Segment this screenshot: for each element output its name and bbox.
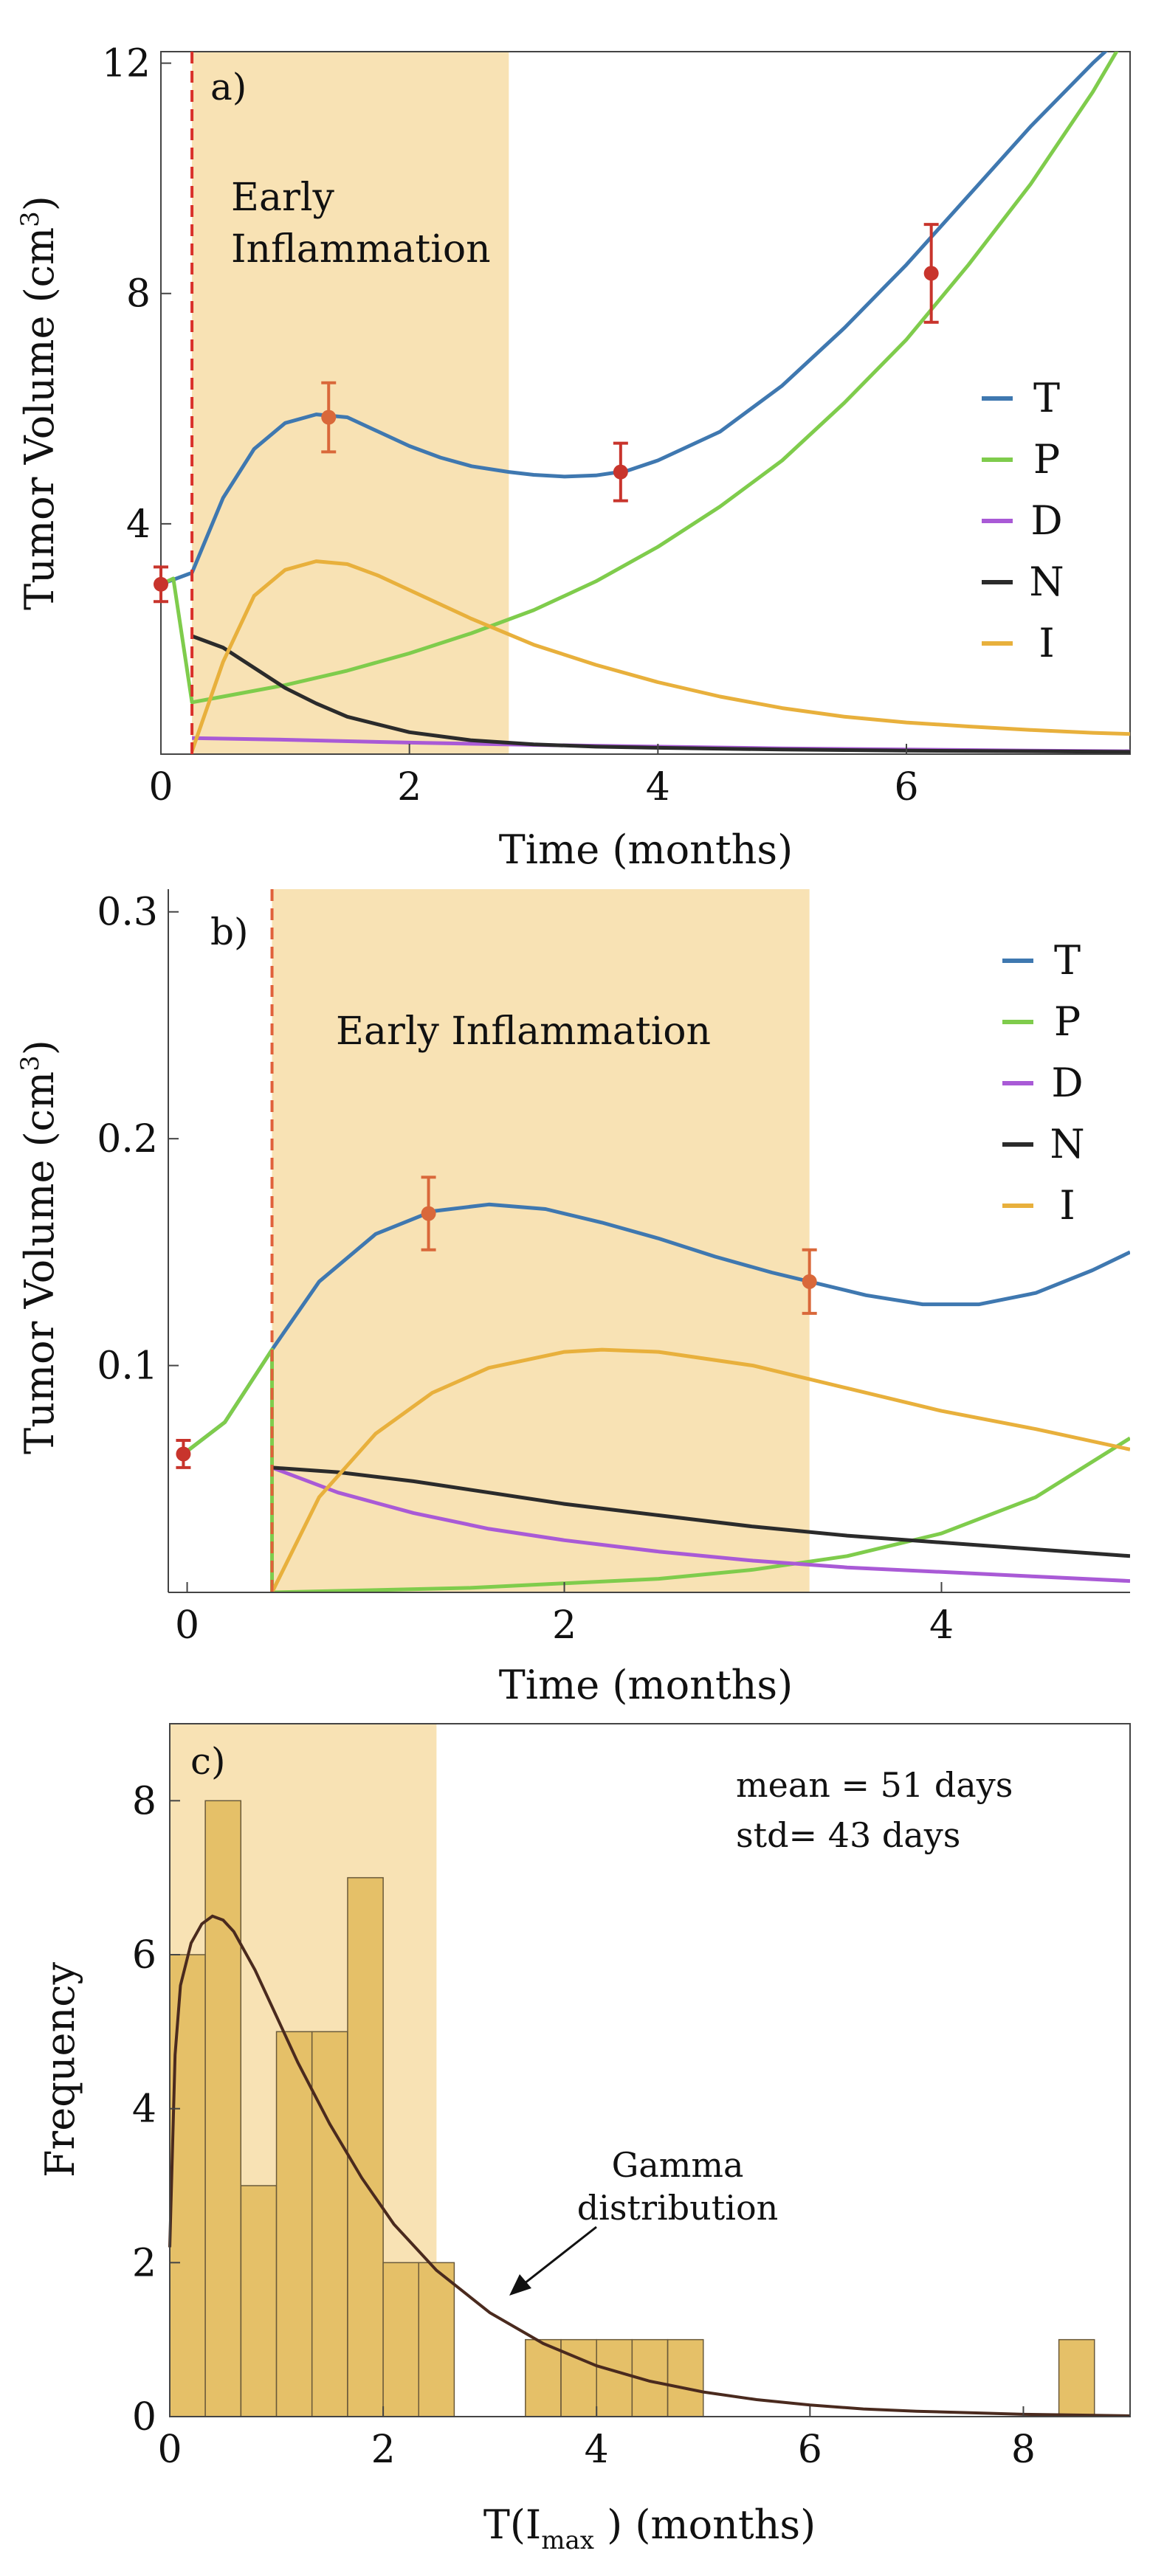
b-series-t-line [182, 1202, 1130, 1456]
a-x-tick-label: 0 [148, 765, 173, 809]
panel-c-histogram [169, 1800, 1095, 2417]
panel-c-x-axis-label: T(Imax ) (months) [483, 2501, 816, 2555]
c-y-tick-label: 8 [132, 1779, 156, 1823]
histogram-bar [311, 2031, 348, 2417]
c-y-tick-label: 2 [132, 2241, 156, 2285]
panel-c-label: c) [190, 1740, 226, 1783]
panel-c-y-axis-label: Frequency [37, 1961, 83, 2178]
a-y-tick-label: 12 [102, 42, 151, 86]
c-x-tick-label: 6 [798, 2428, 822, 2472]
panel-a-series-group [161, 52, 1130, 754]
histogram-bar [560, 2338, 597, 2417]
histogram-bar [1058, 2338, 1095, 2417]
panel-b-chart: 0 2 4 0.1 0.2 0.3 b) Early Inflammation Time … [16, 889, 1130, 1708]
histogram-bar [169, 1954, 206, 2417]
b-x-tick-label: 4 [929, 1603, 954, 1648]
c-x-tick-label: 2 [371, 2428, 396, 2472]
c-x-tick-label: 8 [1011, 2428, 1036, 2472]
a-data-point [321, 410, 337, 425]
a-series-n-line [191, 634, 1130, 754]
panel-c-plot-frame [169, 1723, 1131, 2417]
c-x-tick-label: 0 [157, 2428, 182, 2472]
a-series-i-line [190, 559, 1130, 752]
b-legend-label-n: N [1050, 1121, 1084, 1167]
panel-c-gamma-fit-line [168, 1914, 1131, 2417]
c-x-tick-label: 4 [585, 2428, 609, 2472]
b-legend-label-t: T [1054, 937, 1081, 984]
panel-a-ticks: 0 2 4 6 4 8 12 [102, 42, 919, 809]
a-data-point [613, 464, 628, 480]
panel-c-stats-mean: mean = 51 days [736, 1765, 1013, 1805]
b-series-n-line [272, 1465, 1130, 1558]
panel-b-y-axis-label: Tumor Volume (cm3) [16, 1040, 63, 1454]
a-series-p-line [161, 52, 1119, 705]
a-x-tick-label: 6 [894, 765, 918, 809]
panel-c-stats-std: std= 43 days [736, 1815, 960, 1855]
histogram-bar [275, 2031, 313, 2417]
panel-a-label: a) [210, 66, 247, 108]
panel-a-shade-label-line2: Inflammation [231, 227, 491, 272]
a-series-t-line [161, 52, 1109, 587]
a-data-point [923, 266, 939, 281]
a-legend-label-p: P [1033, 436, 1060, 483]
b-series-i-line [270, 1347, 1130, 1592]
histogram-bar [667, 2338, 704, 2417]
panel-c-arrow-label-line2: distribution [577, 2188, 779, 2228]
b-data-point [176, 1446, 191, 1462]
panel-a-plot-frame [160, 51, 1131, 755]
panel-a-chart: 0 2 4 6 4 8 12 a) Early Inflammation Time (mon… [16, 42, 1131, 873]
b-x-tick-label: 2 [552, 1603, 576, 1648]
b-legend-label-p: P [1054, 998, 1081, 1045]
b-legend-label-d: D [1051, 1060, 1083, 1106]
histogram-bar [240, 2185, 278, 2417]
panel-a-y-axis-label: Tumor Volume (cm3) [16, 196, 63, 610]
b-x-tick-label: 0 [175, 1603, 199, 1648]
a-y-tick-label: 4 [126, 503, 151, 547]
c-y-tick-label: 4 [132, 2088, 156, 2132]
b-y-tick-label: 0.1 [97, 1344, 158, 1389]
panel-c-ticks: 0 2 4 6 8 0 2 4 6 8 [132, 1779, 1036, 2472]
panel-a-shaded-region [192, 52, 509, 754]
a-legend-label-n: N [1029, 559, 1064, 605]
a-x-tick-label: 2 [397, 765, 421, 809]
panel-a-x-axis-label: Time (months) [499, 826, 793, 873]
histogram-bar [382, 2262, 419, 2417]
panel-b-ticks: 0 2 4 0.1 0.2 0.3 [97, 891, 954, 1648]
histogram-bar [525, 2338, 562, 2417]
b-y-tick-label: 0.3 [97, 891, 158, 935]
panel-a-data-points [154, 223, 939, 604]
a-x-tick-label: 4 [646, 765, 670, 809]
panel-c-chart: 0 2 4 6 8 0 2 4 6 8 c) mean = 51 days std= 43 day… [37, 1723, 1131, 2555]
panel-c-arrow-label-line1: Gamma [612, 2145, 744, 2185]
histogram-bar [204, 1800, 242, 2417]
panel-c-annotation-arrow-shaft [520, 2225, 597, 2287]
histogram-bar [596, 2338, 633, 2417]
a-legend-label-i: I [1039, 620, 1054, 666]
a-legend-label-t: T [1033, 375, 1060, 421]
a-legend-label-d: D [1030, 497, 1062, 544]
c-y-tick-label: 6 [132, 1933, 156, 1978]
c-y-tick-label: 0 [132, 2395, 156, 2439]
panel-b-shaded-region [272, 889, 810, 1592]
panel-b-shade-label: Early Inflammation [336, 1009, 711, 1054]
panel-a-shade-label-line1: Early [231, 176, 334, 220]
histogram-bar [418, 2262, 455, 2417]
b-y-tick-label: 0.2 [97, 1117, 158, 1161]
panel-b-x-axis-label: Time (months) [499, 1662, 793, 1708]
panel-b-data-points [176, 1175, 817, 1469]
panel-b-label: b) [210, 911, 249, 953]
b-data-point [802, 1274, 817, 1289]
b-series-d-line [271, 1465, 1130, 1584]
b-data-point [421, 1206, 436, 1221]
a-y-tick-label: 8 [126, 272, 151, 317]
panel-c-annotation-arrowhead [509, 2274, 531, 2296]
a-data-point [154, 576, 168, 592]
b-legend-label-i: I [1059, 1182, 1075, 1229]
histogram-bar [347, 1876, 384, 2417]
